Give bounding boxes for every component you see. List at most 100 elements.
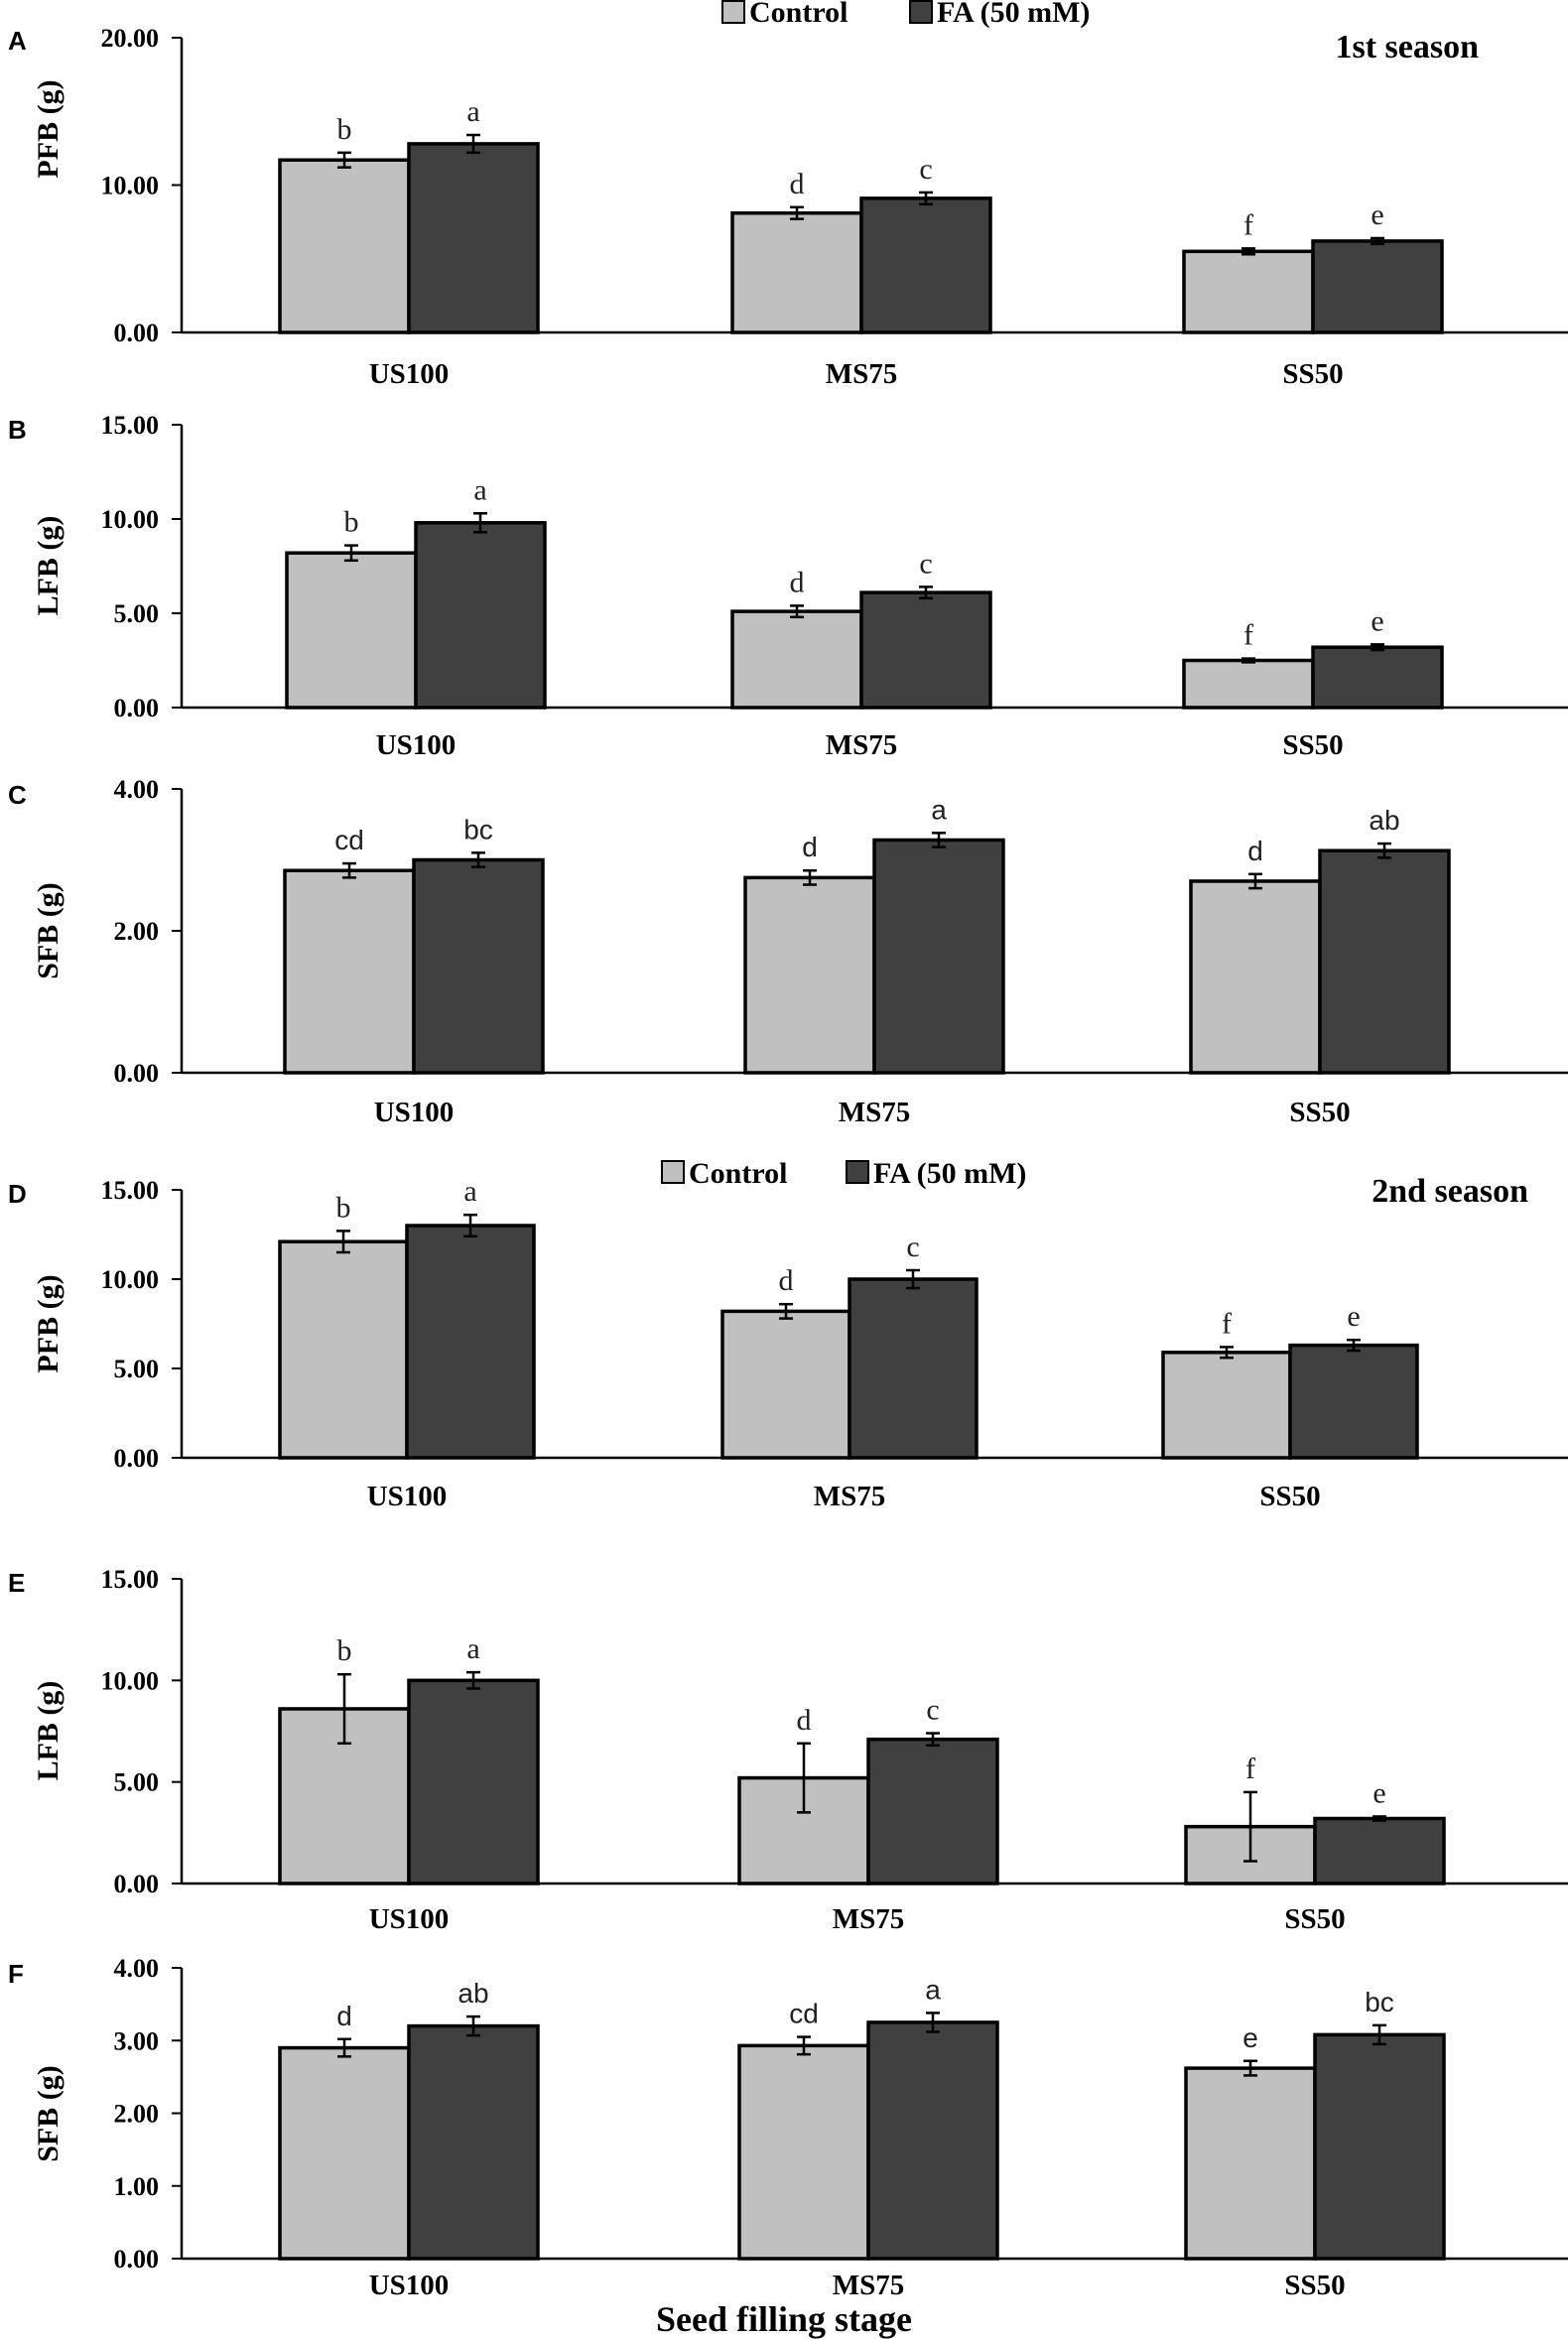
x-category-label: MS75 <box>839 1097 911 1128</box>
bar-control-ss50 <box>1184 2066 1317 2261</box>
y-tick-label: 10.00 <box>101 172 160 200</box>
x-category-label: SS50 <box>1282 729 1343 761</box>
significance-letter: cd <box>789 1999 819 2029</box>
bar-fa-ms75 <box>859 590 992 710</box>
bar-fa-us100 <box>407 2023 540 2261</box>
x-category-label: SS50 <box>1282 358 1343 390</box>
bar-control-ms75 <box>730 210 863 334</box>
significance-letter: ab <box>1369 805 1399 836</box>
legend-fa-label: FA (50 mM) <box>873 1157 1026 1190</box>
x-category-label: MS75 <box>814 1481 886 1512</box>
y-tick-label: 2.00 <box>114 917 160 946</box>
y-tick-label: 0.00 <box>114 2245 160 2274</box>
season-2-label: 2nd season <box>1372 1173 1528 1210</box>
x-category-label: SS50 <box>1289 1097 1350 1128</box>
y-tick-label: 5.00 <box>114 1355 160 1383</box>
bar-fa-ms75 <box>872 838 1005 1075</box>
bar-fa-ms75 <box>866 2020 999 2261</box>
significance-letter: bc <box>1365 1987 1394 2017</box>
significance-letter: f <box>1243 619 1253 652</box>
bar-control-ss50 <box>1189 879 1322 1075</box>
y-tick-label: 15.00 <box>101 411 160 440</box>
x-axis-title: Seed filling stage <box>656 2299 912 2339</box>
bar-fa-us100 <box>405 1224 536 1460</box>
bar-fa-ss50 <box>1311 645 1444 710</box>
bar-fa-ms75 <box>848 1277 979 1460</box>
y-axis-label: LFB (g) <box>32 1681 65 1781</box>
y-tick-label: 10.00 <box>101 1666 160 1695</box>
y-tick-label: 0.00 <box>114 1870 160 1898</box>
y-tick-label: 3.00 <box>114 2026 160 2055</box>
x-category-label: US100 <box>369 2270 450 2301</box>
significance-letter: cd <box>334 825 364 855</box>
bar-fa-ss50 <box>1288 1343 1419 1460</box>
bar-control-us100 <box>278 1239 409 1460</box>
y-tick-label: 5.00 <box>114 1768 160 1797</box>
y-tick-label: 5.00 <box>114 599 160 628</box>
y-tick-label: 0.00 <box>114 319 160 347</box>
x-category-label: SS50 <box>1284 2270 1345 2301</box>
significance-letter: e <box>1371 198 1383 231</box>
panel-B: B LFB (g) 0.00 5.00 10.00 15.00 b a US100 d c MS75 f… <box>8 411 1568 761</box>
significance-letter: d <box>790 566 805 598</box>
legend-control-swatch <box>661 1160 685 1184</box>
bar-fa-us100 <box>407 142 540 334</box>
significance-letter: d <box>779 1264 794 1297</box>
bar-fa-ms75 <box>859 196 992 334</box>
significance-letter: c <box>906 1231 919 1263</box>
x-category-label: MS75 <box>826 358 898 390</box>
y-tick-label: 1.00 <box>114 2172 160 2201</box>
panel-letter: D <box>8 1179 27 1209</box>
bar-control-us100 <box>278 2045 411 2261</box>
bar-control-ms75 <box>737 2043 870 2261</box>
y-tick-label: 0.00 <box>114 694 160 722</box>
panel-letter: F <box>8 1959 24 1989</box>
panel-letter: B <box>8 415 27 445</box>
significance-letter: a <box>466 1632 479 1665</box>
legend-control-label: Control <box>749 0 848 29</box>
y-tick-label: 4.00 <box>114 1954 160 1983</box>
bar-fa-us100 <box>407 1678 540 1885</box>
y-axis-label: SFB (g) <box>32 882 65 979</box>
legend-season-2: Control FA (50 mM) <box>661 1157 1026 1190</box>
panel-letter: C <box>8 780 27 810</box>
bar-fa-us100 <box>412 857 545 1075</box>
x-category-label: SS50 <box>1284 1903 1345 1935</box>
legend-fa-swatch <box>846 1160 869 1184</box>
legend-fa-swatch <box>909 0 933 24</box>
bar-control-ms75 <box>720 1309 851 1460</box>
y-tick-label: 10.00 <box>101 1265 160 1294</box>
significance-letter: e <box>1347 1300 1360 1333</box>
x-category-label: US100 <box>369 358 450 390</box>
y-axis-label: PFB (g) <box>32 1274 65 1372</box>
significance-letter: bc <box>463 814 493 845</box>
panel-letter: E <box>8 1568 25 1598</box>
x-category-label: US100 <box>374 1097 455 1128</box>
x-category-label: MS75 <box>833 1903 905 1935</box>
y-axis-label: SFB (g) <box>32 2065 65 2162</box>
bar-control-us100 <box>278 158 411 334</box>
significance-letter: f <box>1245 1753 1255 1785</box>
y-tick-label: 0.00 <box>114 1444 160 1473</box>
y-tick-label: 2.00 <box>114 2100 160 2129</box>
panel-D: D PFB (g) 0.00 5.00 10.00 15.00 b a US100 d c MS75 f… <box>8 1175 1568 1512</box>
y-tick-label: 10.00 <box>101 505 160 534</box>
significance-letter: ab <box>457 1978 488 2009</box>
bar-fa-ss50 <box>1313 1816 1446 1885</box>
y-axis-label: PFB (g) <box>32 79 65 178</box>
significance-letter: d <box>790 168 805 200</box>
x-category-label: US100 <box>376 729 457 761</box>
significance-letter: c <box>919 547 932 580</box>
significance-letter: a <box>931 794 947 825</box>
bar-control-ms75 <box>730 609 863 710</box>
significance-letter: d <box>1247 836 1263 866</box>
y-tick-label: 15.00 <box>101 1565 160 1594</box>
significance-letter: d <box>802 832 818 862</box>
significance-letter: a <box>466 95 479 128</box>
panel-C: C SFB (g) 0.00 2.00 4.00 cd bc US100 d a MS75 d ab SS… <box>8 775 1568 1128</box>
significance-letter: c <box>919 153 932 186</box>
bar-control-us100 <box>285 551 418 710</box>
significance-letter: e <box>1242 2022 1258 2053</box>
x-category-label: US100 <box>369 1903 450 1935</box>
